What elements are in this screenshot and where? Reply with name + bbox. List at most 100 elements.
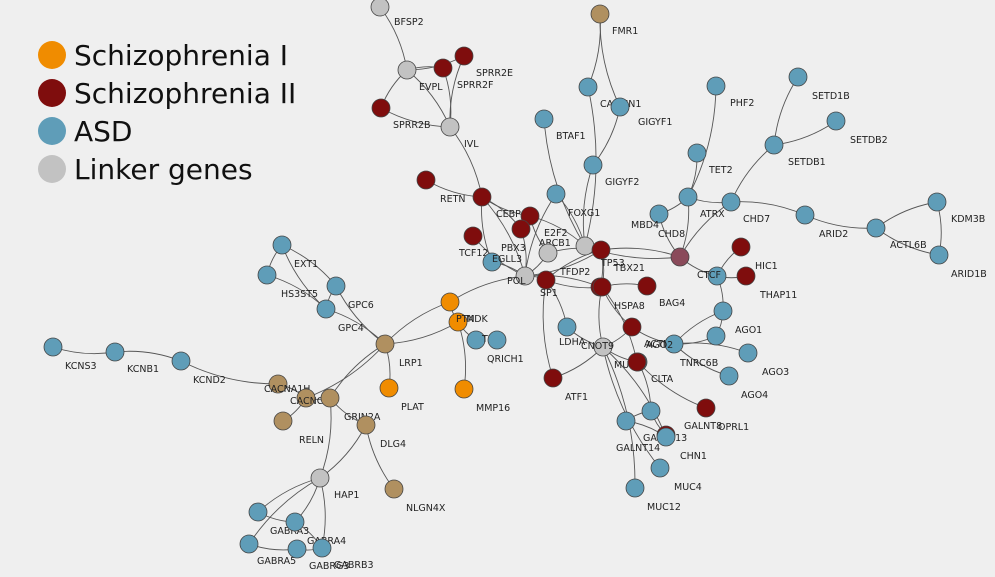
node-circle[interactable] bbox=[268, 374, 288, 394]
node-circle[interactable] bbox=[463, 226, 483, 246]
node-circle[interactable] bbox=[105, 342, 125, 362]
node-ago4[interactable]: AGO4 bbox=[719, 366, 768, 401]
node-sp1[interactable]: SP1 bbox=[536, 270, 558, 299]
node-circle[interactable] bbox=[312, 538, 332, 558]
node-mbd4[interactable]: MBD4 bbox=[631, 204, 669, 231]
node-btaf1[interactable]: BTAF1 bbox=[534, 109, 586, 142]
node-circle[interactable] bbox=[171, 351, 191, 371]
node-circle[interactable] bbox=[379, 378, 399, 398]
node-circle[interactable] bbox=[575, 236, 595, 256]
node-mmp16[interactable]: MMP16 bbox=[454, 379, 510, 414]
node-gabra5[interactable]: GABRA5 bbox=[239, 534, 296, 567]
node-circle[interactable] bbox=[649, 204, 669, 224]
node-gabra3[interactable]: GABRA3 bbox=[248, 502, 309, 537]
node-circle[interactable] bbox=[416, 170, 436, 190]
node-ago3[interactable]: AGO3 bbox=[738, 343, 789, 378]
node-circle[interactable] bbox=[866, 218, 886, 238]
node-ago1[interactable]: AGO1 bbox=[713, 301, 762, 336]
node-qrich1[interactable]: QRICH1 bbox=[487, 330, 524, 365]
node-circle[interactable] bbox=[433, 58, 453, 78]
node-actn1[interactable]: ACTN1 bbox=[622, 317, 676, 350]
node-hic1[interactable]: HIC1 bbox=[731, 237, 778, 272]
node-setdb1[interactable]: SETDB1 bbox=[764, 135, 826, 168]
node-circle[interactable] bbox=[472, 187, 492, 207]
node-circle[interactable] bbox=[627, 352, 647, 372]
node-chd8[interactable]: CHD8 bbox=[658, 229, 690, 267]
node-gpc4[interactable]: GPC4 bbox=[316, 299, 364, 334]
node-ext1[interactable]: EXT1 bbox=[272, 235, 318, 270]
node-circle[interactable] bbox=[664, 334, 684, 354]
node-circle[interactable] bbox=[736, 266, 756, 286]
node-circle[interactable] bbox=[656, 427, 676, 447]
node-circle[interactable] bbox=[487, 330, 507, 350]
node-phf2[interactable]: PHF2 bbox=[706, 76, 754, 109]
node-ago2[interactable]: AGO2 bbox=[646, 334, 684, 354]
node-circle[interactable] bbox=[687, 143, 707, 163]
node-circle[interactable] bbox=[713, 301, 733, 321]
node-circle[interactable] bbox=[482, 252, 502, 272]
node-setd1b[interactable]: SETD1B bbox=[788, 67, 850, 102]
node-atrx[interactable]: ATRX bbox=[678, 187, 725, 220]
node-chd7[interactable]: CHD7 bbox=[721, 192, 770, 225]
node-circle[interactable] bbox=[616, 411, 636, 431]
node-circle[interactable] bbox=[719, 366, 739, 386]
node-circle[interactable] bbox=[285, 512, 305, 532]
node-cebp[interactable]: CEBP bbox=[472, 187, 521, 220]
node-circle[interactable] bbox=[515, 266, 535, 286]
node-e2f2[interactable]: E2F2 bbox=[520, 206, 568, 239]
node-circle[interactable] bbox=[731, 237, 751, 257]
node-kdm3b[interactable]: KDM3B bbox=[927, 192, 985, 225]
node-circle[interactable] bbox=[440, 117, 460, 137]
node-circle[interactable] bbox=[454, 46, 474, 66]
node-tnrc6b[interactable]: TNRC6B bbox=[679, 326, 726, 369]
node-hap1[interactable]: HAP1 bbox=[310, 468, 359, 501]
node-circle[interactable] bbox=[929, 245, 949, 265]
node-circle[interactable] bbox=[538, 243, 558, 263]
node-tfdp2[interactable]: TFDP2 bbox=[538, 243, 590, 278]
node-nlgn4x[interactable]: NLGN4X bbox=[384, 479, 446, 514]
node-circle[interactable] bbox=[384, 479, 404, 499]
node-sprr2b[interactable]: SPRR2B bbox=[371, 98, 431, 131]
node-sprr2f[interactable]: SPRR2F bbox=[433, 58, 493, 91]
node-circle[interactable] bbox=[316, 299, 336, 319]
node-circle[interactable] bbox=[738, 343, 758, 363]
node-mdk[interactable]: MDK bbox=[440, 292, 489, 325]
node-clta[interactable]: CLTA bbox=[627, 352, 674, 385]
node-tet2[interactable]: TET2 bbox=[687, 143, 733, 176]
node-pol[interactable]: POL bbox=[507, 266, 535, 287]
node-foxg1[interactable]: FOXG1 bbox=[546, 184, 600, 219]
node-circle[interactable] bbox=[591, 240, 611, 260]
node-kcnd2[interactable]: KCND2 bbox=[171, 351, 226, 386]
node-cacna1h[interactable]: CACNA1H bbox=[264, 374, 310, 395]
node-pbx3[interactable]: PBX3 bbox=[501, 219, 531, 254]
node-dlg4[interactable]: DLG4 bbox=[356, 415, 406, 450]
node-hspa8[interactable]: HSPA8 bbox=[592, 277, 645, 312]
node-fmr1[interactable]: FMR1 bbox=[590, 4, 638, 37]
node-circle[interactable] bbox=[310, 468, 330, 488]
node-circle[interactable] bbox=[578, 77, 598, 97]
node-circle[interactable] bbox=[454, 379, 474, 399]
node-actl6b[interactable]: ACTL6B bbox=[866, 218, 927, 251]
node-tcf12[interactable]: TCF12 bbox=[458, 226, 488, 259]
node-ctcf[interactable]: CTCF bbox=[697, 266, 727, 286]
node-gabrb3[interactable]: GABRB3 bbox=[312, 538, 374, 571]
node-circle[interactable] bbox=[641, 401, 661, 421]
node-circle[interactable] bbox=[448, 312, 468, 332]
node-circle[interactable] bbox=[670, 247, 690, 267]
node-circle[interactable] bbox=[826, 111, 846, 131]
node-circle[interactable] bbox=[520, 206, 540, 226]
node-circle[interactable] bbox=[546, 184, 566, 204]
node-hs3st5[interactable]: HS3ST5 bbox=[257, 265, 318, 300]
node-gpc6[interactable]: GPC6 bbox=[326, 276, 374, 311]
node-circle[interactable] bbox=[583, 155, 603, 175]
node-circle[interactable] bbox=[370, 0, 390, 17]
node-circle[interactable] bbox=[610, 97, 630, 117]
node-circle[interactable] bbox=[707, 266, 727, 286]
node-circle[interactable] bbox=[320, 388, 340, 408]
node-ldha[interactable]: LDHA bbox=[557, 317, 586, 348]
node-circle[interactable] bbox=[511, 219, 531, 239]
node-egll3[interactable]: EGLL3 bbox=[482, 252, 522, 272]
node-circle[interactable] bbox=[678, 187, 698, 207]
node-plat[interactable]: PLAT bbox=[379, 378, 424, 413]
node-arid1b[interactable]: ARID1B bbox=[929, 245, 987, 280]
